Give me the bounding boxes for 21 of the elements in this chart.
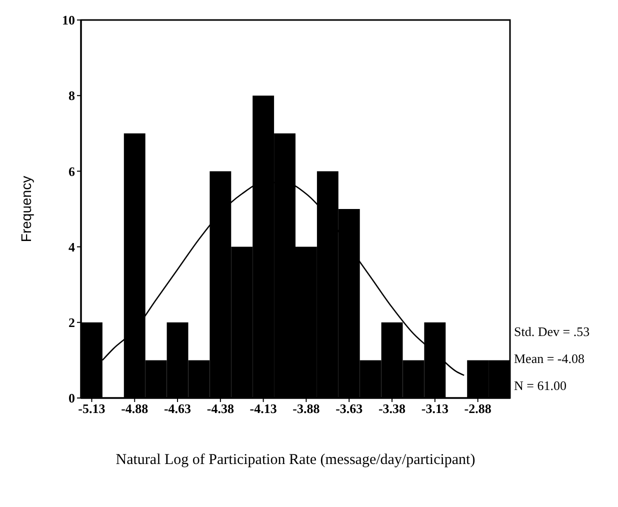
- x-tick-label: -3.63: [336, 401, 364, 416]
- y-tick-label: 0: [68, 390, 75, 406]
- x-tick-label: -3.38: [378, 401, 406, 416]
- y-tick-label: 8: [68, 88, 76, 104]
- text: Mean = -4.08: [514, 351, 585, 366]
- x-tick-label: -2.88: [464, 401, 492, 416]
- y-tick-label: 2: [68, 315, 75, 330]
- y-tick-label: 6: [68, 164, 76, 179]
- x-tick-label: -3.13: [421, 401, 449, 416]
- x-tick-label: -3.88: [292, 401, 320, 416]
- y-tick-label: 10: [62, 12, 75, 28]
- x-tick-label: -4.88: [121, 401, 149, 416]
- x-axis-title: Natural Log of Participation Rate (message/day/participant): [116, 452, 476, 468]
- y-tick-label: 4: [68, 239, 76, 254]
- x-tick-label: -4.63: [164, 401, 192, 416]
- y-axis-title: Frequency: [18, 176, 34, 242]
- text: N = 61.00: [514, 378, 566, 393]
- x-tick-label: -4.13: [250, 401, 278, 416]
- x-tick-label: -4.38: [206, 401, 234, 416]
- text: Std. Dev = .53: [514, 324, 590, 339]
- x-tick-label: -5.13: [78, 401, 106, 416]
